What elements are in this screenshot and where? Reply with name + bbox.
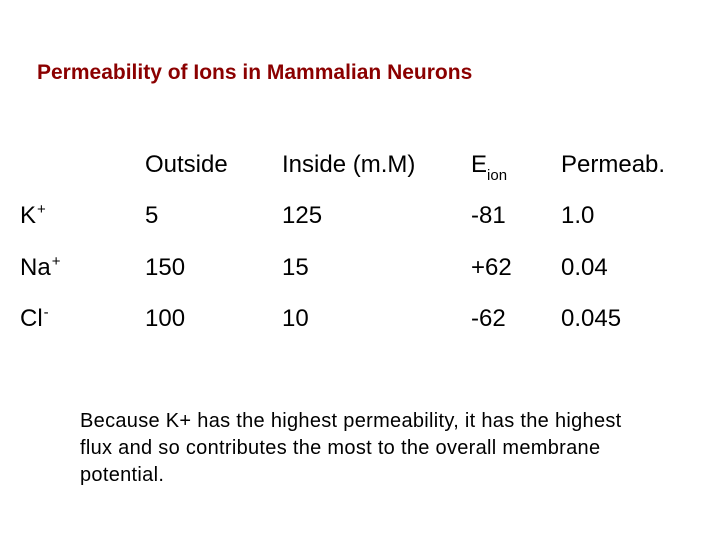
row-na-permeab: 0.04 — [561, 254, 608, 281]
row-k-outside: 5 — [145, 202, 159, 229]
row-na-eion: +62 — [471, 254, 512, 281]
ion-charge: + — [37, 201, 46, 218]
slide-title: Permeability of Ions in Mammalian Neuron… — [37, 61, 473, 84]
row-na-outside: 150 — [145, 254, 186, 281]
row-k-inside: 125 — [282, 202, 323, 229]
row-cl-outside: 100 — [145, 305, 186, 332]
ion-charge: - — [43, 304, 49, 321]
header-inside: Inside (m.M) — [282, 151, 416, 178]
ion-charge: + — [51, 253, 61, 270]
row-na-ion: Na+ — [20, 253, 61, 281]
row-k-eion: -81 — [471, 202, 506, 229]
row-cl-inside: 10 — [282, 305, 309, 332]
header-permeab: Permeab. — [561, 151, 666, 178]
explanation-note: Because K+ has the highest permeability,… — [80, 410, 622, 486]
header-eion-subscript: ion — [487, 167, 508, 184]
header-outside: Outside — [145, 151, 228, 178]
header-eion: Eion — [471, 151, 507, 184]
row-cl-ion: Cl- — [20, 304, 49, 332]
row-k-permeab: 1.0 — [561, 202, 595, 229]
row-k-ion: K+ — [20, 201, 46, 229]
ion-symbol: Cl — [20, 305, 43, 332]
ion-symbol: Na — [20, 254, 51, 281]
row-na-inside: 15 — [282, 254, 309, 281]
row-cl-eion: -62 — [471, 305, 506, 332]
row-cl-permeab: 0.045 — [561, 305, 622, 332]
ion-symbol: K — [20, 202, 37, 229]
header-eion-symbol: E — [471, 151, 488, 178]
